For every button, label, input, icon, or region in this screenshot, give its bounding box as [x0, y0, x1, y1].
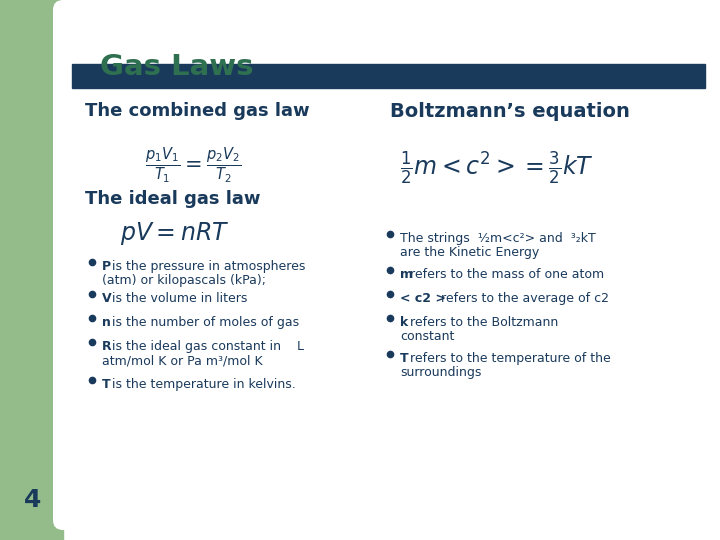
Text: The ideal gas law: The ideal gas law [85, 190, 261, 208]
Text: T: T [400, 352, 409, 365]
Text: is the temperature in kelvins.: is the temperature in kelvins. [108, 378, 296, 391]
Text: refers to the average of c2: refers to the average of c2 [437, 292, 609, 305]
Bar [72, 64, 705, 88]
Text: k: k [400, 316, 408, 329]
Text: is the ideal gas constant in    L: is the ideal gas constant in L [108, 340, 304, 353]
Text: refers to the Boltzmann: refers to the Boltzmann [406, 316, 559, 329]
Text: is the volume in liters: is the volume in liters [108, 292, 248, 305]
Text: $\frac{p_1V_1}{T_1} = \frac{p_2V_2}{T_2}$: $\frac{p_1V_1}{T_1} = \frac{p_2V_2}{T_2}… [145, 145, 241, 185]
Text: refers to the mass of one atom: refers to the mass of one atom [406, 268, 604, 281]
Text: T: T [102, 378, 111, 391]
Text: is the number of moles of gas: is the number of moles of gas [108, 316, 300, 329]
Text: n: n [102, 316, 111, 329]
Text: P: P [102, 260, 111, 273]
Text: The strings  ½m<c²> and  ³₂kT: The strings ½m<c²> and ³₂kT [400, 232, 595, 245]
Text: V: V [102, 292, 112, 305]
Text: surroundings: surroundings [400, 366, 482, 379]
Text: < c2 >: < c2 > [400, 292, 446, 305]
Text: $\frac{1}{2}m < c^{2} >=\frac{3}{2}kT$: $\frac{1}{2}m < c^{2} >=\frac{3}{2}kT$ [400, 150, 594, 187]
Text: $pV = nRT$: $pV = nRT$ [120, 220, 230, 247]
Text: is the pressure in atmospheres: is the pressure in atmospheres [108, 260, 305, 273]
Text: (atm) or kilopascals (kPa);: (atm) or kilopascals (kPa); [102, 274, 266, 287]
Text: are the Kinetic Energy: are the Kinetic Energy [400, 246, 539, 259]
Text: refers to the temperature of the: refers to the temperature of the [406, 352, 611, 365]
Text: atm/mol K or Pa m³/mol K: atm/mol K or Pa m³/mol K [102, 354, 263, 367]
Text: m: m [400, 268, 413, 281]
Text: constant: constant [400, 330, 454, 343]
Text: The combined gas law: The combined gas law [85, 102, 310, 120]
Text: Boltzmann’s equation: Boltzmann’s equation [390, 102, 630, 121]
Text: 4: 4 [24, 488, 42, 512]
Bar [0, 0, 63, 540]
Text: R: R [102, 340, 112, 353]
FancyBboxPatch shape [53, 0, 720, 530]
Bar [0, 0, 290, 110]
Text: Gas Laws: Gas Laws [100, 53, 253, 81]
